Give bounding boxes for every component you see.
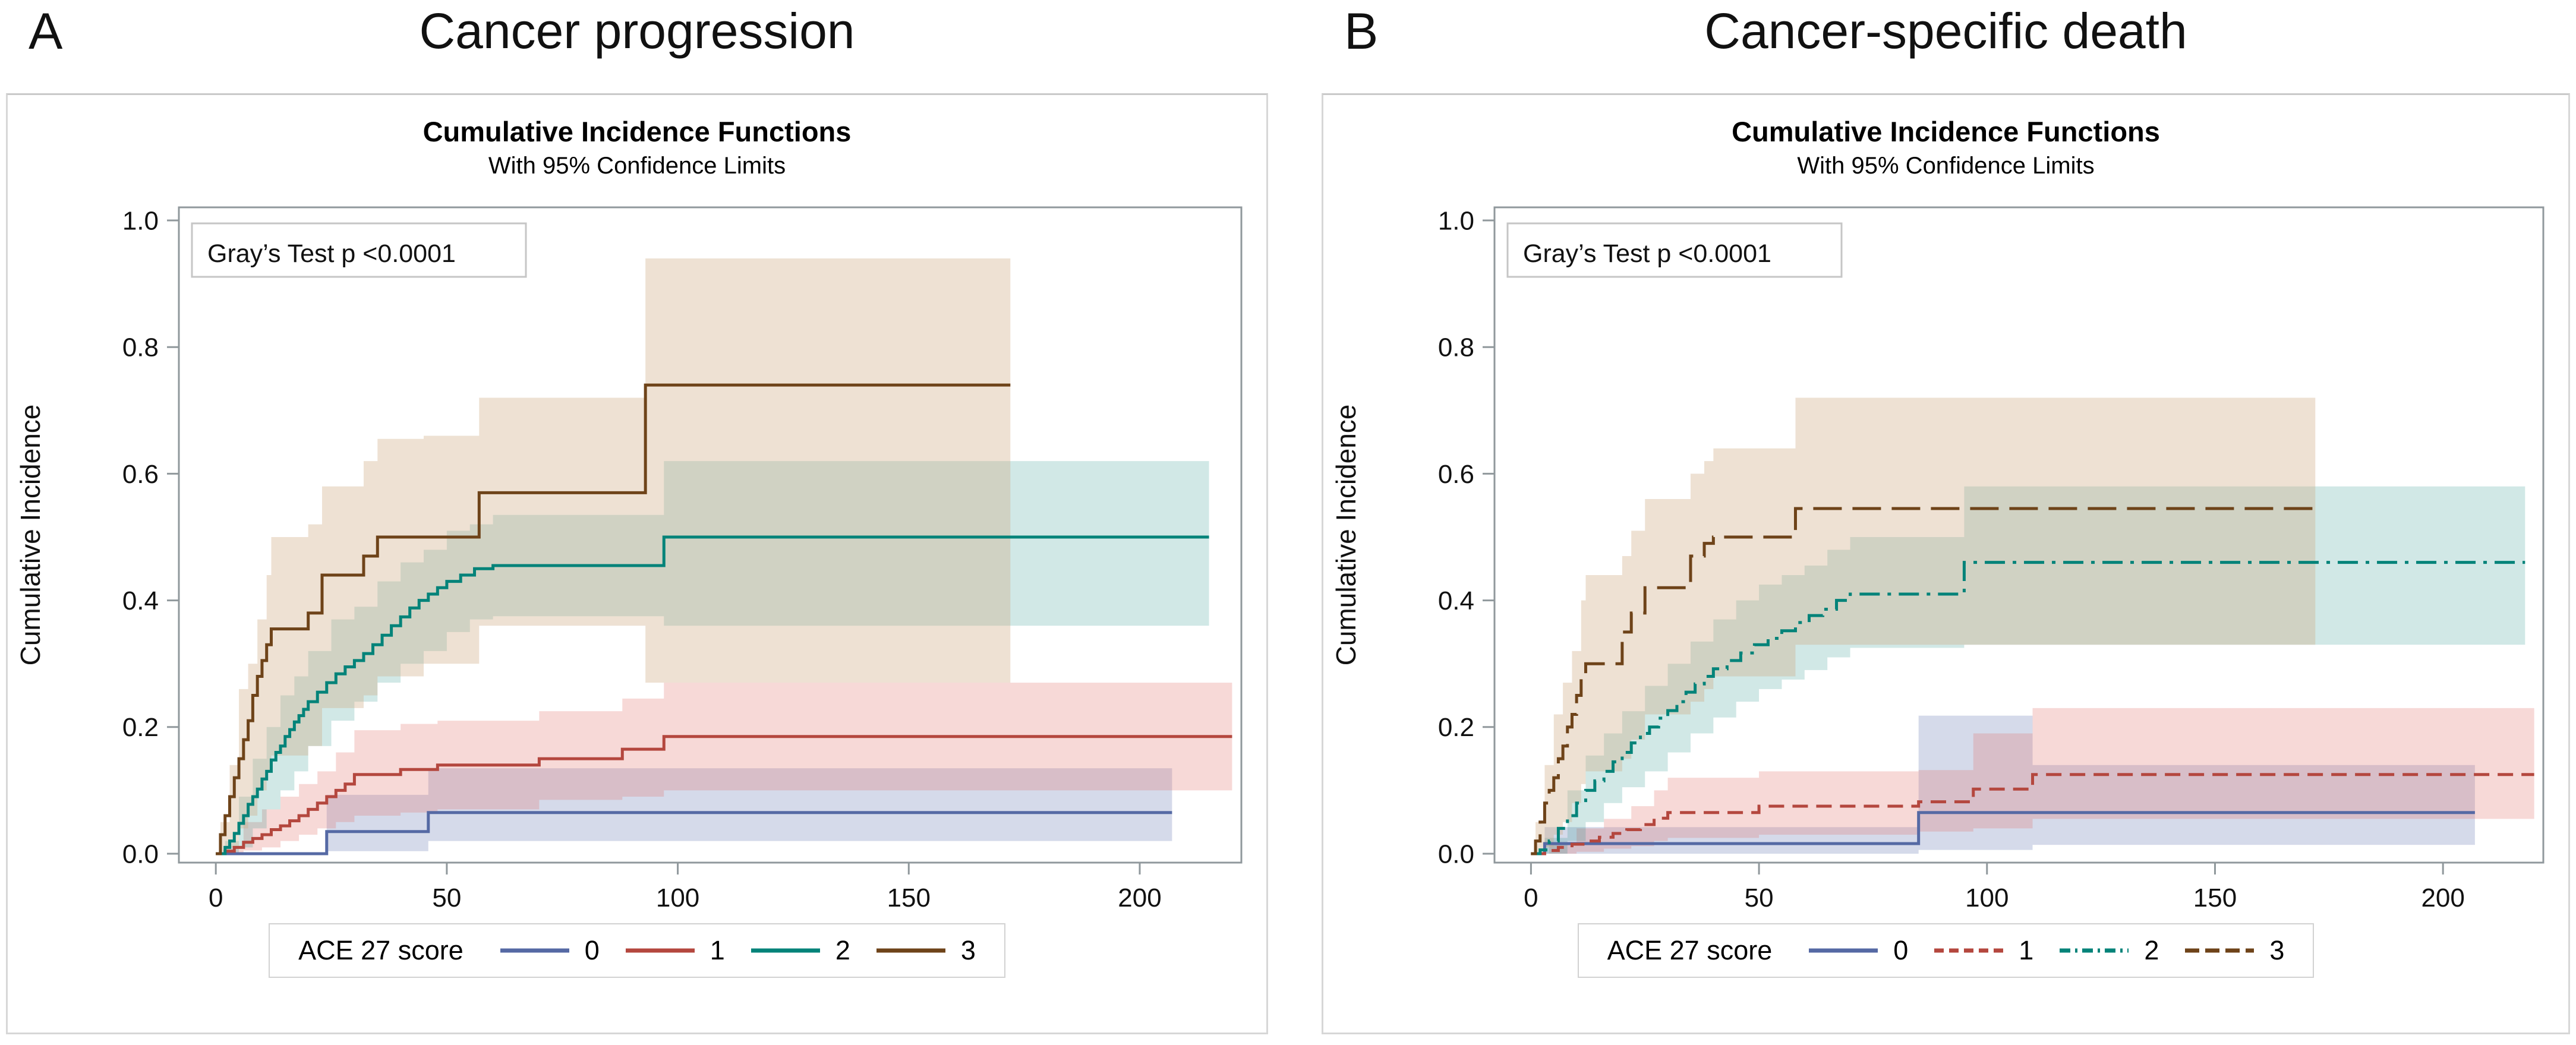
legend-title: ACE 27 score xyxy=(298,935,464,965)
series-line-ace27-1 xyxy=(216,735,1232,855)
y-tick-label: 0.2 xyxy=(122,713,159,742)
legend-item-ace27-1: 1 xyxy=(625,935,725,966)
grays-test-box xyxy=(1506,222,1843,278)
y-tick-label: 0.2 xyxy=(1438,713,1474,742)
y-tick-label: 0.8 xyxy=(1438,333,1474,362)
ci-band-ace27-0 xyxy=(326,768,1172,851)
legend-row: ACE 27 score 0 1 2 3 xyxy=(8,923,1266,978)
chart-title: Cumulative Incidence Functions xyxy=(1732,116,2160,147)
legend-line-sample-ace27-1 xyxy=(625,948,695,953)
legend-title: ACE 27 score xyxy=(1607,935,1773,965)
series-line-ace27-3 xyxy=(1531,507,2316,855)
legend-label-ace27-1: 1 xyxy=(2019,935,2034,965)
chart-subtitle: With 95% Confidence Limits xyxy=(1797,153,2095,179)
chart-subtitle: With 95% Confidence Limits xyxy=(488,153,786,179)
ci-band-ace27-1 xyxy=(1549,708,2534,854)
legend-label-ace27-2: 2 xyxy=(2144,935,2159,965)
series-line-ace27-1 xyxy=(1531,773,2534,855)
legend-line-sample-ace27-1 xyxy=(1934,948,2004,953)
series-line-ace27-0 xyxy=(216,811,1172,855)
cif-plot-b: 0.00.20.40.60.81.0050100150200Cancer dea… xyxy=(1330,206,2545,913)
legend-line-sample-ace27-0 xyxy=(1809,948,1878,953)
y-tick-label: 0.0 xyxy=(122,839,159,869)
ci-band-ace27-2 xyxy=(225,461,1209,854)
y-tick-label: 0.6 xyxy=(122,460,159,489)
x-tick-label: 200 xyxy=(2421,883,2464,913)
panel-title-cancer-progression: Cancer progression xyxy=(419,3,855,59)
y-axis-label: Cumulative Incidence xyxy=(1330,405,1361,666)
plot-frame xyxy=(178,206,1243,864)
y-tick-label: 0.4 xyxy=(1438,586,1474,615)
x-tick-label: 100 xyxy=(656,883,699,913)
legend-ace27-score: ACE 27 score 0 1 2 3 xyxy=(1577,923,2315,978)
chart-title: Cumulative Incidence Functions xyxy=(422,116,852,147)
x-tick-label: 0 xyxy=(1524,883,1538,913)
legend-label-ace27-3: 3 xyxy=(960,935,976,965)
legend-item-ace27-3: 3 xyxy=(875,935,976,966)
panel-letter-b: B xyxy=(1344,3,1379,60)
y-tick-label: 0.6 xyxy=(1438,460,1474,489)
x-tick-label: 150 xyxy=(887,883,931,913)
legend-item-ace27-2: 2 xyxy=(750,935,850,966)
x-tick-label: 100 xyxy=(1965,883,2009,913)
legend-item-ace27-2: 2 xyxy=(2058,935,2159,966)
legend-line-sample-ace27-0 xyxy=(500,948,569,953)
cif-plot-a: 0.00.20.40.60.81.0050100150200Progressio… xyxy=(15,206,1243,913)
panel-title-cancer-specific-death: Cancer-specific death xyxy=(1704,3,2187,59)
x-tick-label: 200 xyxy=(1118,883,1161,913)
series-line-ace27-2 xyxy=(1531,561,2525,855)
legend-line-sample-ace27-2 xyxy=(751,948,820,953)
y-tick-label: 1.0 xyxy=(122,206,159,235)
x-tick-label: 50 xyxy=(432,883,461,913)
y-tick-label: 0.8 xyxy=(122,333,159,362)
legend-ace27-score: ACE 27 score 0 1 2 3 xyxy=(269,923,1005,978)
legend-item-ace27-1: 1 xyxy=(1933,935,2033,966)
ci-band-ace27-1 xyxy=(225,683,1232,854)
ci-band-ace27-0 xyxy=(1544,715,2475,854)
grays-test-label: Gray’s Test p <0.0001 xyxy=(207,239,456,268)
y-tick-label: 1.0 xyxy=(1438,206,1474,235)
panel-cancer-progression: Cumulative Incidence Functions With 95% … xyxy=(6,93,1268,1034)
plot-frame xyxy=(1493,206,2545,864)
legend-label-ace27-3: 3 xyxy=(2269,935,2285,965)
y-tick-label: 0.0 xyxy=(1438,839,1474,869)
legend-label-ace27-0: 0 xyxy=(1893,935,1909,965)
legend-label-ace27-1: 1 xyxy=(710,935,725,965)
ci-band-ace27-3 xyxy=(220,258,1011,854)
series-line-ace27-3 xyxy=(216,383,1011,855)
legend-label-ace27-2: 2 xyxy=(835,935,850,965)
panel-cancer-specific-death: Cumulative Incidence Functions With 95% … xyxy=(1322,93,2570,1034)
legend-item-ace27-3: 3 xyxy=(2184,935,2284,966)
y-tick-label: 0.4 xyxy=(122,586,159,615)
legend-row: ACE 27 score 0 1 2 3 xyxy=(1323,923,2568,978)
legend-line-sample-ace27-2 xyxy=(2060,948,2129,953)
ci-band-ace27-3 xyxy=(1535,397,2316,854)
series-line-ace27-2 xyxy=(216,535,1209,855)
legend-line-sample-ace27-3 xyxy=(2185,948,2255,953)
y-axis-label: Cumulative Incidence xyxy=(15,405,46,666)
ci-band-ace27-2 xyxy=(1544,486,2525,854)
legend-label-ace27-0: 0 xyxy=(584,935,600,965)
legend-item-ace27-0: 0 xyxy=(499,935,600,966)
legend-line-sample-ace27-3 xyxy=(876,948,945,953)
x-tick-label: 50 xyxy=(1745,883,1774,913)
grays-test-label: Gray’s Test p <0.0001 xyxy=(1523,239,1771,268)
legend-item-ace27-0: 0 xyxy=(1808,935,1908,966)
panel-letter-a: A xyxy=(29,3,63,60)
x-tick-label: 150 xyxy=(2193,883,2237,913)
grays-test-box xyxy=(191,222,527,278)
x-tick-label: 0 xyxy=(209,883,223,913)
